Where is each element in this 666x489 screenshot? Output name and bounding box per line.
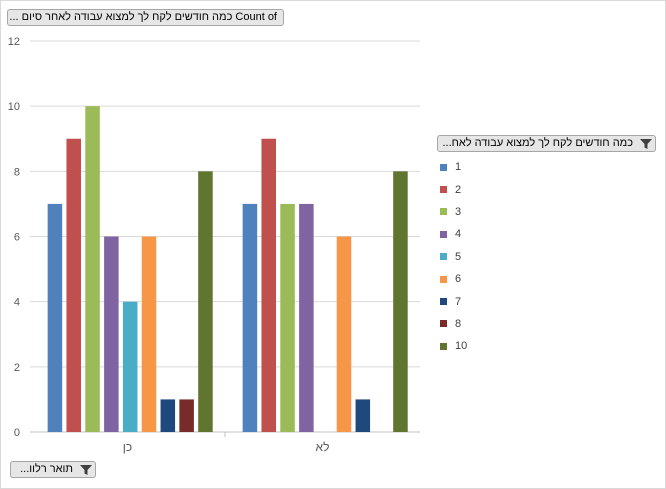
legend-swatch	[440, 230, 447, 238]
filter-funnel-icon[interactable]	[77, 462, 95, 477]
legend-swatch	[440, 342, 447, 350]
filter-funnel-icon[interactable]	[637, 136, 655, 151]
legend-item-5[interactable]: 5	[440, 246, 467, 268]
axis-field-label: תואר רלוו...	[20, 463, 73, 475]
legend-swatch	[440, 253, 447, 261]
legend-label: 5	[455, 250, 462, 263]
legend-label: 1	[455, 161, 462, 174]
legend-swatch	[440, 298, 447, 306]
legend-label: 4	[455, 228, 462, 241]
legend-item-3[interactable]: 3	[440, 201, 467, 223]
values-field-button[interactable]: Count of כמה חודשים לקח לך למצוא עבודה ל…	[7, 9, 284, 26]
legend-label: 2	[455, 183, 462, 196]
legend-label: 7	[455, 295, 462, 308]
legend-swatch	[440, 208, 447, 216]
legend-item-7[interactable]: 7	[440, 290, 467, 312]
legend-label: 3	[455, 205, 462, 218]
legend-field-button[interactable]: כמה חודשים לקח לך למצוא עבודה לאח...	[437, 135, 656, 152]
legend-item-6[interactable]: 6	[440, 268, 467, 290]
legend-item-8[interactable]: 8	[440, 313, 467, 335]
legend-label: 6	[455, 273, 462, 286]
legend-swatch	[440, 320, 447, 328]
legend-label: 8	[455, 317, 462, 330]
axis-field-button[interactable]: תואר רלוו...	[10, 461, 96, 478]
legend-field-label: כמה חודשים לקח לך למצוא עבודה לאח...	[442, 137, 633, 149]
values-field-label: Count of כמה חודשים לקח לך למצוא עבודה ל…	[9, 11, 277, 23]
legend-item-2[interactable]: 2	[440, 178, 467, 200]
legend-item-10[interactable]: 10	[440, 335, 467, 357]
legend-label: 10	[455, 340, 468, 353]
legend-swatch	[440, 275, 447, 283]
legend: 1 2 3 4 5 6 7 8 10	[440, 156, 467, 358]
legend-swatch	[440, 163, 447, 171]
legend-item-1[interactable]: 1	[440, 156, 467, 178]
legend-item-4[interactable]: 4	[440, 223, 467, 245]
legend-swatch	[440, 186, 447, 194]
